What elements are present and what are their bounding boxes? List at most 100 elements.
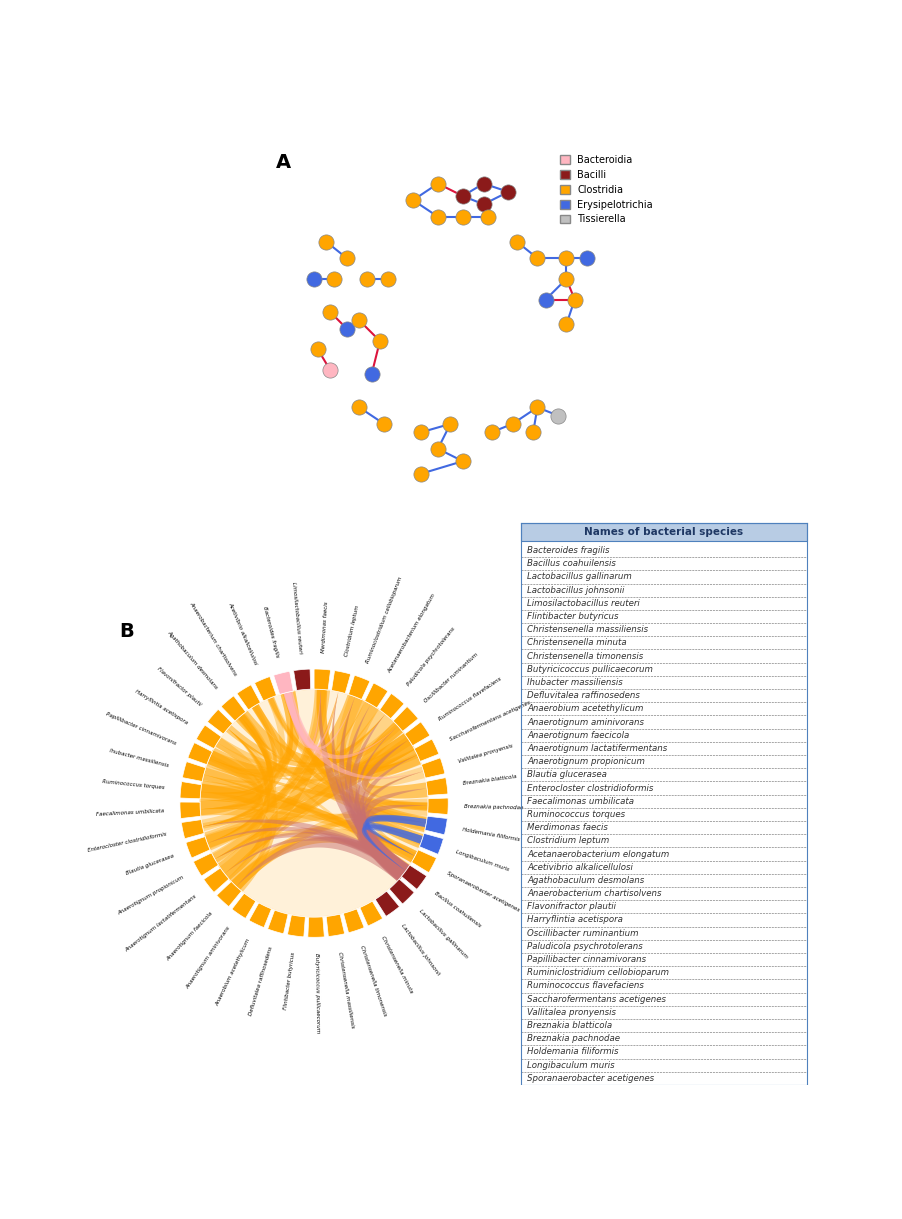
Polygon shape bbox=[421, 758, 445, 778]
Text: Holdemania filiformis: Holdemania filiformis bbox=[461, 826, 520, 842]
Point bbox=[381, 269, 395, 289]
Polygon shape bbox=[317, 689, 428, 806]
Text: Defluvitalea raffinosedens: Defluvitalea raffinosedens bbox=[527, 691, 640, 700]
Text: Faecalimonas umbilicata: Faecalimonas umbilicata bbox=[527, 797, 633, 806]
Polygon shape bbox=[348, 675, 370, 700]
Text: Ruminococcus flavefaciens: Ruminococcus flavefaciens bbox=[527, 981, 643, 991]
Polygon shape bbox=[286, 692, 423, 848]
Text: Anaerotignum faecicola: Anaerotignum faecicola bbox=[527, 730, 629, 740]
Polygon shape bbox=[216, 691, 338, 880]
Point bbox=[505, 414, 520, 434]
Polygon shape bbox=[270, 698, 428, 811]
Text: Faecalimonas umbilicata: Faecalimonas umbilicata bbox=[96, 808, 164, 817]
Text: Papillibacter cinnamivorans: Papillibacter cinnamivorans bbox=[106, 712, 177, 746]
Text: Blautia glucerasea: Blautia glucerasea bbox=[124, 853, 174, 876]
Polygon shape bbox=[225, 736, 411, 874]
Polygon shape bbox=[356, 829, 415, 879]
Polygon shape bbox=[425, 817, 446, 835]
Polygon shape bbox=[268, 697, 417, 770]
Text: Clostridium leptum: Clostridium leptum bbox=[344, 605, 359, 657]
Text: Christensenella timonensis: Christensenella timonensis bbox=[359, 945, 387, 1017]
Polygon shape bbox=[359, 772, 423, 876]
Polygon shape bbox=[215, 833, 408, 878]
Text: Agathobaculum desmolans: Agathobaculum desmolans bbox=[527, 876, 644, 885]
Polygon shape bbox=[283, 691, 398, 759]
Polygon shape bbox=[202, 694, 365, 826]
Point bbox=[456, 187, 470, 206]
Text: Bacillus coahuilensis: Bacillus coahuilensis bbox=[527, 560, 615, 568]
Polygon shape bbox=[207, 689, 326, 844]
Polygon shape bbox=[181, 819, 204, 839]
Text: Anaerotignum aminivorans: Anaerotignum aminivorans bbox=[185, 926, 231, 991]
Point bbox=[414, 423, 428, 442]
Text: Holdemania filiformis: Holdemania filiformis bbox=[527, 1047, 618, 1057]
Polygon shape bbox=[345, 705, 409, 879]
Polygon shape bbox=[331, 670, 350, 694]
Polygon shape bbox=[200, 717, 272, 798]
Polygon shape bbox=[202, 819, 408, 876]
Text: Anaerobium acetethylicum: Anaerobium acetethylicum bbox=[215, 937, 252, 1007]
Point bbox=[430, 174, 445, 194]
Point bbox=[430, 207, 445, 227]
Polygon shape bbox=[332, 691, 400, 761]
Text: Longibaculum muris: Longibaculum muris bbox=[527, 1061, 614, 1069]
Text: Saccharofermentans acetigenes: Saccharofermentans acetigenes bbox=[527, 995, 666, 1003]
Text: Flavonifractor plautii: Flavonifractor plautii bbox=[527, 902, 615, 912]
Polygon shape bbox=[357, 755, 417, 878]
Point bbox=[529, 249, 544, 268]
Point bbox=[352, 311, 366, 330]
Text: Merdimonas faecis: Merdimonas faecis bbox=[527, 823, 607, 833]
Text: Flintibacter butyricus: Flintibacter butyricus bbox=[527, 612, 618, 620]
Point bbox=[360, 269, 374, 289]
Text: Anaerotignum aminivorans: Anaerotignum aminivorans bbox=[527, 718, 643, 727]
Text: Oscillibacter ruminantium: Oscillibacter ruminantium bbox=[527, 929, 638, 937]
Polygon shape bbox=[293, 669, 310, 690]
Polygon shape bbox=[207, 709, 233, 734]
Polygon shape bbox=[273, 672, 293, 695]
Text: Lactobacillus gallinarum: Lactobacillus gallinarum bbox=[418, 908, 468, 959]
Polygon shape bbox=[200, 713, 272, 794]
Text: Merdimonas faecis: Merdimonas faecis bbox=[320, 601, 328, 653]
Polygon shape bbox=[235, 711, 398, 766]
Polygon shape bbox=[426, 778, 447, 795]
Point bbox=[306, 269, 320, 289]
Text: Anaerotignum lactatifermentans: Anaerotignum lactatifermentans bbox=[124, 894, 198, 953]
Point bbox=[558, 269, 573, 289]
Polygon shape bbox=[326, 914, 345, 936]
Polygon shape bbox=[200, 722, 403, 795]
Polygon shape bbox=[357, 722, 417, 775]
Point bbox=[550, 406, 565, 425]
Polygon shape bbox=[211, 729, 270, 863]
Text: Paludicola psychrotolerans: Paludicola psychrotolerans bbox=[406, 627, 456, 688]
Text: Enterocloster clostridioformis: Enterocloster clostridioformis bbox=[87, 831, 168, 853]
Point bbox=[364, 364, 379, 384]
Polygon shape bbox=[282, 690, 321, 748]
Polygon shape bbox=[231, 818, 426, 890]
Polygon shape bbox=[364, 823, 423, 856]
Text: Lactobacillus johnsonii: Lactobacillus johnsonii bbox=[400, 923, 440, 976]
Point bbox=[405, 190, 419, 210]
Text: Papillibacter cinnamivorans: Papillibacter cinnamivorans bbox=[527, 954, 646, 964]
Text: Limosilactobacillus reuteri: Limosilactobacillus reuteri bbox=[291, 581, 302, 653]
Text: Acetivibrio alkalicellulosi: Acetivibrio alkalicellulosi bbox=[527, 863, 632, 872]
Text: Christensenella massiliensis: Christensenella massiliensis bbox=[527, 625, 648, 634]
Polygon shape bbox=[411, 850, 436, 873]
Text: Ihubacter massiliensis: Ihubacter massiliensis bbox=[109, 747, 169, 768]
Text: Names of bacterial species: Names of bacterial species bbox=[584, 527, 742, 538]
Text: Ruminococcus torques: Ruminococcus torques bbox=[527, 809, 624, 819]
Text: Breznakia pachnodae: Breznakia pachnodae bbox=[527, 1034, 620, 1043]
Point bbox=[327, 269, 341, 289]
Text: Sporanaerobacter acetigenes: Sporanaerobacter acetigenes bbox=[446, 870, 520, 913]
Text: Breznakia blatticola: Breznakia blatticola bbox=[462, 774, 517, 786]
Polygon shape bbox=[199, 692, 293, 816]
Polygon shape bbox=[207, 713, 272, 844]
Point bbox=[318, 232, 333, 251]
Polygon shape bbox=[364, 683, 388, 708]
Text: Christensenella minuta: Christensenella minuta bbox=[380, 936, 414, 995]
Polygon shape bbox=[404, 722, 429, 746]
Polygon shape bbox=[205, 814, 426, 848]
Polygon shape bbox=[236, 836, 410, 886]
Polygon shape bbox=[225, 836, 407, 875]
Text: Anaerobacterium chartisolvens: Anaerobacterium chartisolvens bbox=[527, 889, 661, 898]
Polygon shape bbox=[357, 722, 417, 775]
